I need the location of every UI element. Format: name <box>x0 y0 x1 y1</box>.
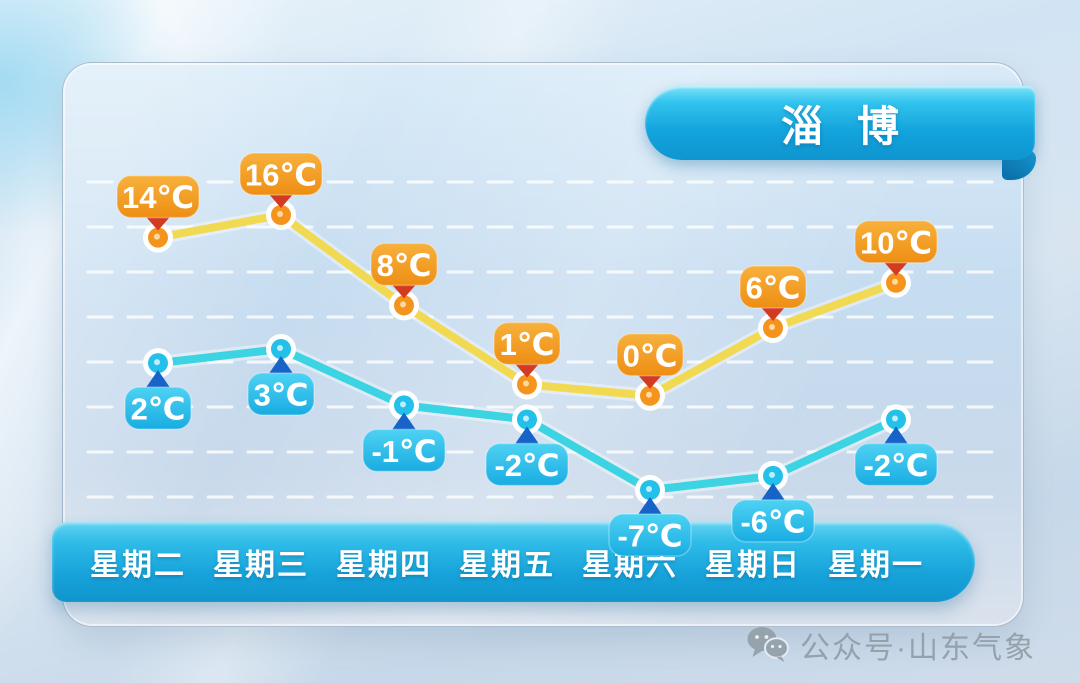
day-axis-bar: 星期二 星期三 星期四 星期五 星期六 星期日 星期一 <box>52 522 975 602</box>
day-label: 星期三 <box>213 549 309 582</box>
footer-credit: 公众号·山东气象 <box>746 620 1036 670</box>
day-label: 星期二 <box>90 549 186 582</box>
wechat-icon <box>747 627 789 662</box>
day-label: 星期五 <box>459 549 555 582</box>
city-name: 淄博 <box>780 102 933 150</box>
day-label: 星期一 <box>828 549 924 582</box>
footer-label: 公众号·山东气象 <box>800 632 1036 665</box>
city-ribbon: 淄博 <box>645 86 1035 160</box>
day-label: 星期六 <box>582 549 678 582</box>
day-label: 星期四 <box>336 549 432 582</box>
day-label: 星期日 <box>705 549 801 582</box>
